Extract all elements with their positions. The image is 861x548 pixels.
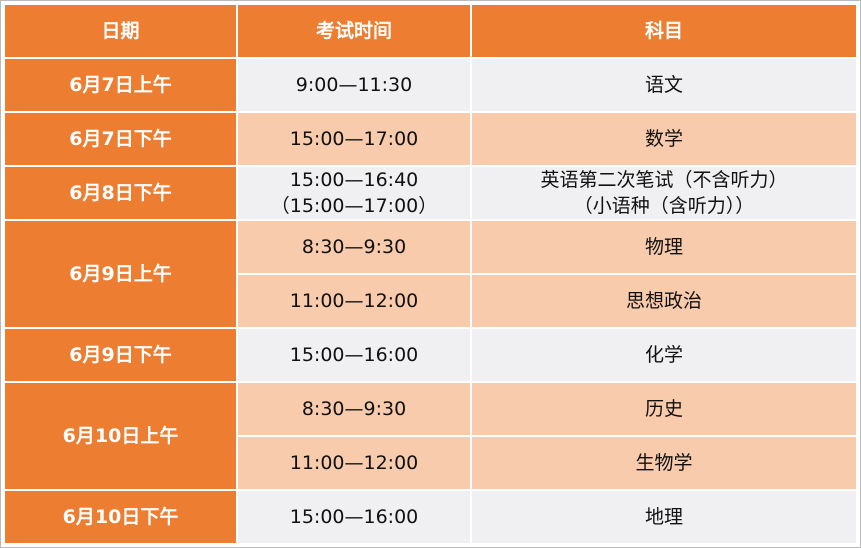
- subject-cell: 思想政治: [470, 273, 858, 329]
- time-line-alt: （15:00—17:00）: [270, 195, 438, 217]
- table-row: 6月9日上午 8:30—9:30 物理: [3, 219, 858, 329]
- date-cell: 6月9日下午: [3, 327, 238, 383]
- time-cell: 15:00—17:00: [236, 111, 472, 167]
- header-time: 考试时间: [236, 3, 472, 59]
- subject-cell: 地理: [470, 489, 858, 545]
- time-cell: 15:00—16:00: [236, 327, 472, 383]
- table-row: 6月9日下午 15:00—16:00 化学: [3, 327, 858, 383]
- subject-cell: 物理: [470, 219, 858, 275]
- time-cell: 8:30—9:30: [236, 219, 472, 275]
- time-line: 15:00—16:40: [289, 169, 419, 191]
- table-row: 6月7日上午 9:00—11:30 语文: [3, 57, 858, 113]
- time-cell: 15:00—16:00: [236, 489, 472, 545]
- time-cell: 11:00—12:00: [236, 273, 472, 329]
- table-row: 6月10日下午 15:00—16:00 地理: [3, 489, 858, 545]
- subject-cell: 数学: [470, 111, 858, 167]
- date-cell: 6月8日下午: [3, 165, 238, 221]
- header-date: 日期: [3, 3, 238, 59]
- subject-cell: 语文: [470, 57, 858, 113]
- time-cell: 8:30—9:30: [236, 381, 472, 437]
- date-cell: 6月10日上午: [3, 381, 238, 491]
- subject-cell: 英语第二次笔试（不含听力） （小语种（含听力））: [470, 165, 858, 221]
- time-cell: 15:00—16:40 （15:00—17:00）: [236, 165, 472, 221]
- table-row: 6月10日上午 8:30—9:30 历史: [3, 381, 858, 491]
- table-row: 6月7日下午 15:00—17:00 数学: [3, 111, 858, 167]
- subject-cell: 化学: [470, 327, 858, 383]
- exam-schedule-table: 日期 考试时间 科目 6月7日上午 9:00—11:30 语文 6月7日下午 1…: [3, 3, 858, 545]
- date-cell: 6月7日上午: [3, 57, 238, 113]
- date-cell: 6月7日下午: [3, 111, 238, 167]
- date-cell: 6月9日上午: [3, 219, 238, 329]
- header-row: 日期 考试时间 科目: [3, 3, 858, 59]
- time-cell: 9:00—11:30: [236, 57, 472, 113]
- time-cell: 11:00—12:00: [236, 435, 472, 491]
- date-cell: 6月10日下午: [3, 489, 238, 545]
- subject-line: 英语第二次笔试（不含听力）: [540, 169, 788, 191]
- header-subject: 科目: [470, 3, 858, 59]
- subject-cell: 历史: [470, 381, 858, 437]
- subject-cell: 生物学: [470, 435, 858, 491]
- subject-line-alt: （小语种（含听力））: [573, 195, 755, 217]
- table-row: 6月8日下午 15:00—16:40 （15:00—17:00） 英语第二次笔试（…: [3, 165, 858, 221]
